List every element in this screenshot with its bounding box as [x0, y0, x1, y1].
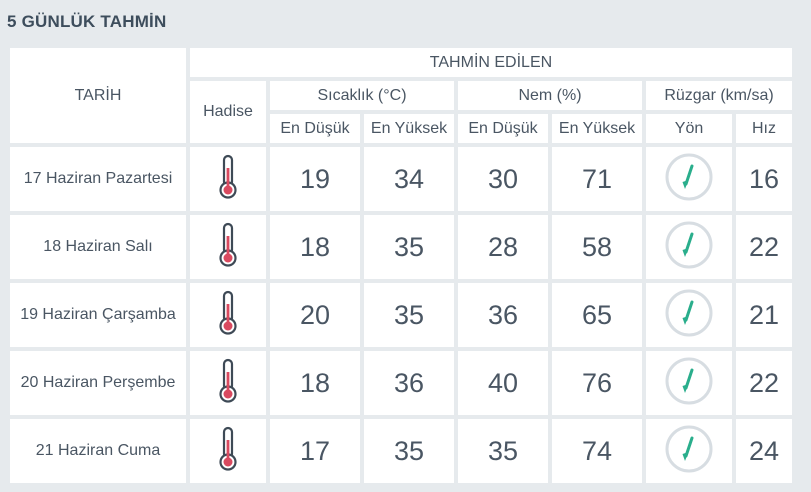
- wind-direction-cell: [646, 147, 732, 211]
- phenomenon-cell: [190, 419, 266, 483]
- phenomenon-cell: [190, 147, 266, 211]
- table-row: 18 Haziran Salı 18 35 28 58 22: [10, 215, 792, 279]
- table-row: 20 Haziran Perşembe 18 36 40 76 22: [10, 351, 792, 415]
- wind-direction-cell: [646, 283, 732, 347]
- header-humidity: Nem (%): [458, 81, 642, 110]
- wind-direction-arrow-icon: [664, 424, 714, 479]
- forecast-rows: 17 Haziran Pazartesi 19 34 30 71 16 18 Haziran…: [10, 147, 792, 483]
- thermometer-icon: [217, 222, 239, 273]
- wind-direction-cell: [646, 215, 732, 279]
- wind-speed-value: 21: [736, 283, 792, 347]
- temp-min-value: 19: [270, 147, 360, 211]
- thermometer-icon: [217, 154, 239, 205]
- temp-max-value: 34: [364, 147, 454, 211]
- hum-min-value: 30: [458, 147, 548, 211]
- hum-min-value: 28: [458, 215, 548, 279]
- wind-speed-value: 24: [736, 419, 792, 483]
- hum-max-value: 65: [552, 283, 642, 347]
- hum-max-value: 76: [552, 351, 642, 415]
- header-wind: Rüzgar (km/sa): [646, 81, 792, 110]
- header-speed: Hız: [736, 114, 792, 143]
- row-date: 19 Haziran Çarşamba: [10, 283, 186, 347]
- hum-max-value: 74: [552, 419, 642, 483]
- wind-direction-arrow-icon: [664, 220, 714, 275]
- wind-direction-cell: [646, 419, 732, 483]
- hum-max-value: 71: [552, 147, 642, 211]
- temp-min-value: 18: [270, 215, 360, 279]
- phenomenon-cell: [190, 351, 266, 415]
- header-temperature: Sıcaklık (°C): [270, 81, 454, 110]
- wind-direction-arrow-icon: [664, 152, 714, 207]
- hum-min-value: 35: [458, 419, 548, 483]
- row-date: 20 Haziran Perşembe: [10, 351, 186, 415]
- temp-min-value: 20: [270, 283, 360, 347]
- hum-min-value: 40: [458, 351, 548, 415]
- wind-speed-value: 22: [736, 215, 792, 279]
- wind-direction-arrow-icon: [664, 356, 714, 411]
- row-date: 21 Haziran Cuma: [10, 419, 186, 483]
- thermometer-icon: [217, 290, 239, 341]
- header-forecast-group: TAHMİN EDİLEN: [190, 48, 792, 77]
- header-hum-max: En Yüksek: [552, 114, 642, 143]
- temp-max-value: 36: [364, 351, 454, 415]
- hum-min-value: 36: [458, 283, 548, 347]
- wind-speed-value: 22: [736, 351, 792, 415]
- wind-speed-value: 16: [736, 147, 792, 211]
- wind-direction-arrow-icon: [664, 288, 714, 343]
- header-temp-min: En Düşük: [270, 114, 360, 143]
- table-row: 19 Haziran Çarşamba 20 35 36 65 21: [10, 283, 792, 347]
- temp-min-value: 18: [270, 351, 360, 415]
- header-temp-max: En Yüksek: [364, 114, 454, 143]
- temp-min-value: 17: [270, 419, 360, 483]
- forecast-table: TARİH TAHMİN EDİLEN Hadise Sıcaklık (°C)…: [6, 44, 796, 487]
- hum-max-value: 58: [552, 215, 642, 279]
- header-hum-min: En Düşük: [458, 114, 548, 143]
- temp-max-value: 35: [364, 419, 454, 483]
- table-row: 21 Haziran Cuma 17 35 35 74 24: [10, 419, 792, 483]
- phenomenon-cell: [190, 283, 266, 347]
- table-row: 17 Haziran Pazartesi 19 34 30 71 16: [10, 147, 792, 211]
- header-date: TARİH: [10, 48, 186, 143]
- row-date: 18 Haziran Salı: [10, 215, 186, 279]
- page-title: 5 GÜNLÜK TAHMİN: [7, 12, 167, 31]
- temp-max-value: 35: [364, 283, 454, 347]
- header-phenomenon: Hadise: [190, 81, 266, 143]
- temp-max-value: 35: [364, 215, 454, 279]
- header-direction: Yön: [646, 114, 732, 143]
- thermometer-icon: [217, 426, 239, 477]
- thermometer-icon: [217, 358, 239, 409]
- wind-direction-cell: [646, 351, 732, 415]
- phenomenon-cell: [190, 215, 266, 279]
- row-date: 17 Haziran Pazartesi: [10, 147, 186, 211]
